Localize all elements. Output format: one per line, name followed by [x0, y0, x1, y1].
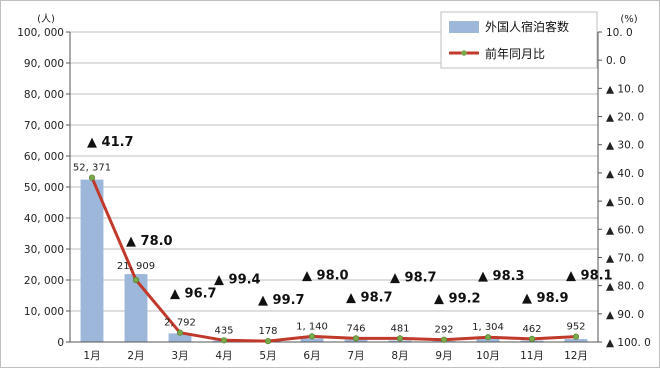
x-tick-label: 12月 [564, 350, 588, 362]
line-point [440, 336, 448, 343]
right-tick-label: ▲ 70. 0 [606, 252, 644, 264]
x-tick-label: 8月 [391, 350, 408, 362]
bar-value-label: 178 [258, 326, 277, 337]
bar [168, 333, 192, 342]
bar-value-label: 462 [522, 324, 541, 335]
right-tick-label: ▲ 40. 0 [606, 168, 644, 180]
line-point [484, 334, 492, 341]
bar [564, 339, 588, 342]
legend-line-marker [461, 50, 467, 56]
left-tick-label: 20, 000 [24, 275, 64, 287]
x-tick-label: 3月 [171, 350, 188, 362]
bar [124, 274, 148, 342]
bar-value-label: 435 [214, 325, 233, 336]
right-tick-label: 0. 0 [606, 55, 626, 67]
x-tick-label: 2月 [127, 350, 144, 362]
line-point [220, 337, 228, 344]
line-path [90, 177, 577, 343]
left-tick-label: 10, 000 [24, 306, 64, 318]
bar-value-label: 1, 140 [296, 321, 328, 332]
line-value-label: ▲ 98.7 [390, 270, 437, 285]
data-labels: 52, 371 21, 909 2, 792 435 178 1, 140 746 481 29… [73, 135, 613, 337]
left-tick-label: 80, 000 [24, 89, 64, 101]
bar-value-label: 2, 792 [164, 318, 196, 329]
right-tick-label: ▲ 20. 0 [606, 112, 644, 124]
left-tick-label: 60, 000 [24, 151, 64, 163]
line-value-label: ▲ 98.1 [566, 269, 613, 284]
left-tick-label: 100, 000 [17, 27, 64, 39]
line-point [88, 174, 96, 181]
right-tick-label: ▲ 100. 0 [606, 337, 651, 349]
line-point [396, 335, 404, 342]
right-tick-label: 10. 0 [606, 27, 633, 39]
x-tick-label: 6月 [303, 350, 320, 362]
line-point [264, 338, 272, 345]
bar-value-label: 292 [434, 325, 453, 336]
bar-value-label: 952 [566, 322, 585, 333]
x-tick-label: 4月 [215, 350, 232, 362]
line-value-label: ▲ 78.0 [126, 234, 173, 249]
line-series [88, 174, 580, 345]
right-tick-label: ▲ 30. 0 [606, 140, 644, 152]
bar [80, 179, 104, 342]
right-tick-label: ▲ 50. 0 [606, 196, 644, 208]
line-value-label: ▲ 98.7 [346, 290, 393, 305]
x-tick-label: 5月 [259, 350, 276, 362]
line-value-label: ▲ 99.2 [434, 292, 481, 307]
right-tick-label: ▲ 80. 0 [606, 281, 644, 293]
right-tick-label: ▲ 60. 0 [606, 224, 644, 236]
line-value-label: ▲ 96.7 [170, 287, 217, 302]
x-tick-label: 7月 [347, 350, 364, 362]
x-tick-label: 10月 [476, 350, 500, 362]
axes: 0 10, 000 20, 000 30, 000 40, 000 50, 000 60, … [17, 27, 651, 362]
left-tick-label: 30, 000 [24, 244, 64, 256]
x-tick-label: 1月 [83, 350, 100, 362]
left-tick-label: 70, 000 [24, 120, 64, 132]
line-value-label: ▲ 98.9 [522, 291, 569, 306]
x-tick-label: 11月 [520, 350, 544, 362]
legend-line-label: 前年同月比 [485, 46, 545, 61]
legend-bar-swatch [449, 21, 479, 33]
legend-box [440, 11, 598, 69]
bar-value-label: 21, 909 [117, 261, 155, 272]
bar [300, 338, 324, 342]
line-point [572, 333, 580, 340]
right-tick-label: ▲ 90. 0 [606, 309, 644, 321]
line-value-label: ▲ 41.7 [87, 135, 134, 150]
bar-value-label: 746 [346, 323, 365, 334]
line-point [352, 335, 360, 342]
line-value-label: ▲ 98.3 [478, 269, 525, 284]
left-tick-label: 50, 000 [24, 182, 64, 194]
line-point [176, 329, 184, 336]
legend: 外国人宿泊客数 前年同月比 [440, 11, 598, 69]
right-axis-unit: (%) [620, 14, 637, 25]
line-value-label: ▲ 98.0 [302, 268, 349, 283]
line-point [132, 276, 140, 284]
left-tick-label: 90, 000 [24, 58, 64, 70]
line-value-label: ▲ 99.4 [214, 272, 261, 287]
legend-bar-label: 外国人宿泊客数 [485, 19, 569, 34]
bar-value-label: 481 [390, 323, 409, 334]
bar-value-label: 52, 371 [73, 163, 111, 174]
line-point [308, 333, 316, 340]
line-point [528, 335, 536, 343]
line-value-label: ▲ 99.7 [258, 293, 305, 308]
left-tick-label: 40, 000 [24, 213, 64, 225]
right-tick-label: ▲ 10. 0 [606, 83, 644, 95]
bar-value-label: 1, 304 [472, 322, 504, 333]
left-axis-unit: (人) [37, 13, 55, 25]
x-tick-label: 9月 [435, 350, 452, 362]
left-tick-label: 0 [57, 337, 64, 349]
